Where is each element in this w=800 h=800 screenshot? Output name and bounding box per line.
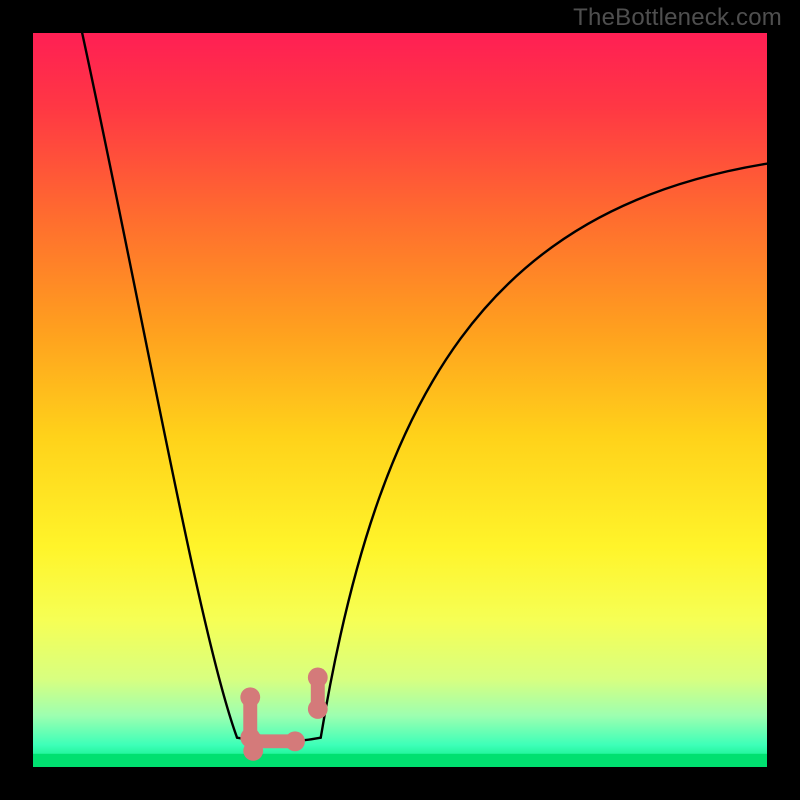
chart-frame: TheBottleneck.com <box>0 0 800 800</box>
plot-area <box>33 33 767 767</box>
marker-right-cap-top <box>308 668 328 688</box>
marker-elbow-cap-c <box>243 731 263 751</box>
marker-elbow-cap-b <box>285 731 305 751</box>
watermark-text: TheBottleneck.com <box>573 4 782 32</box>
bottom-band <box>33 754 767 767</box>
marker-left-cap-top <box>240 687 260 707</box>
gradient-background <box>33 33 767 767</box>
marker-right-cap-bot <box>308 699 328 719</box>
plot-svg <box>33 33 767 767</box>
